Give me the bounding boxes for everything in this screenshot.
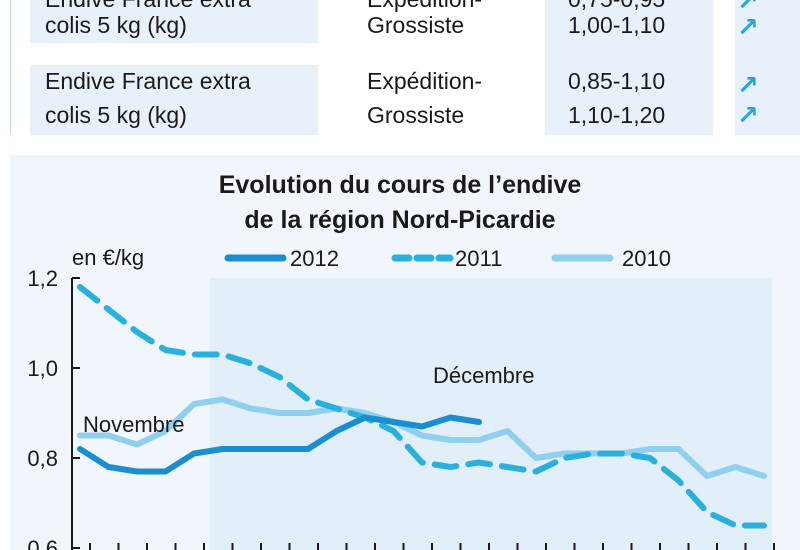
annotation-novembre: Novembre <box>83 412 184 437</box>
table-row-1-stage-line2: Grossiste <box>367 12 465 38</box>
series-line-2012 <box>77 414 482 475</box>
table-row-1-price-line1: 0,75-0,95 <box>568 0 665 14</box>
table-row-2-price-line2: 1,10-1,20 <box>568 102 666 128</box>
chart-title-line2: de la région Nord-Picardie <box>244 206 556 234</box>
table-row-2-stage-line1: Expédition- <box>367 68 483 94</box>
y-axis-unit-label: en €/kg <box>72 245 144 270</box>
y-tick-label: 0,8 <box>27 446 58 471</box>
product-cell-bg <box>30 0 318 43</box>
y-tick-label: 1,0 <box>27 356 58 381</box>
series-line-2010 <box>77 396 767 479</box>
table-row-2-product-line2: colis 5 kg (kg) <box>45 102 187 128</box>
up-right-arrow-icon: ↗ <box>737 100 759 130</box>
table-row-2-stage-line2: Grossiste <box>367 102 465 128</box>
table-row-1-product-line1: Endive France extra <box>45 0 251 14</box>
table-row-1-price-line2: 1,00-1,10 <box>568 12 666 38</box>
annotation-decembre: Décembre <box>433 363 534 388</box>
product-cell-bg <box>30 65 318 135</box>
series-line-2011 <box>77 284 767 529</box>
table-row-1-stage-line1: Expédition- <box>367 0 482 14</box>
y-tick-label: 1,2 <box>27 266 58 291</box>
up-right-arrow-icon: ↗ <box>737 0 759 16</box>
table-row-2-price-line1: 0,85-1,10 <box>568 68 666 94</box>
price-column-bg <box>545 0 713 135</box>
table-left-border <box>10 0 11 135</box>
legend-label-2012: 2012 <box>290 246 339 271</box>
up-right-arrow-icon: ↗ <box>737 70 759 100</box>
y-tick-label: 0,6 <box>27 536 58 550</box>
table-row-1-product-line2: colis 5 kg (kg) <box>45 12 187 38</box>
trend-column-bg <box>735 0 800 135</box>
legend-label-2010: 2010 <box>622 246 671 271</box>
chart-title-line1: Evolution du cours de l’endive <box>218 171 582 199</box>
price-table: Endive France extra colis 5 kg (kg) Expé… <box>0 0 800 140</box>
legend-label-2011: 2011 <box>455 246 502 271</box>
up-right-arrow-icon: ↗ <box>737 12 759 42</box>
chart-title: Evolution du cours de l’endive de la rég… <box>0 168 800 238</box>
table-row-2-product-line1: Endive France extra <box>45 68 251 94</box>
